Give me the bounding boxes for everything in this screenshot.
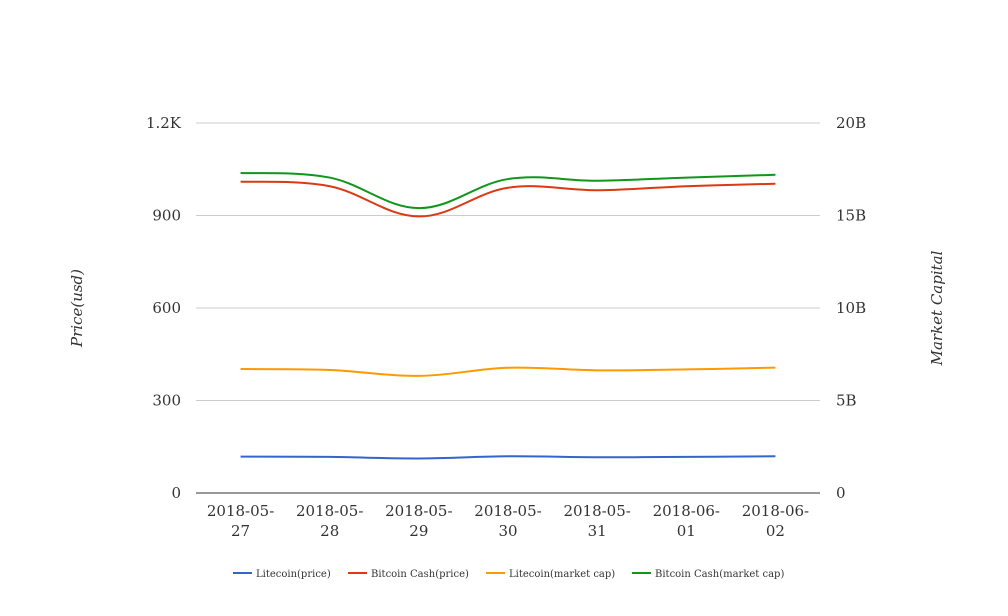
legend-label-litecoin-price: Litecoin(price) xyxy=(256,569,331,580)
right-tick-label: 20B xyxy=(836,114,866,132)
right-tick-label: 10B xyxy=(836,299,866,317)
legend-label-bitcoin-cash-market-cap: Bitcoin Cash(market cap) xyxy=(655,569,784,580)
left-tick-label: 1.2K xyxy=(146,114,182,132)
x-tick-label: 2018-06-02 xyxy=(742,502,809,540)
left-tick-label: 0 xyxy=(171,484,181,502)
series-line-bitcoin-cash-market-cap xyxy=(240,171,776,210)
legend-label-bitcoin-cash-price: Bitcoin Cash(price) xyxy=(371,569,469,580)
series-line-bitcoin-cash-price xyxy=(240,180,776,218)
legend-label-litecoin-market-cap: Litecoin(market cap) xyxy=(509,569,615,580)
left-tick-label: 900 xyxy=(152,207,181,225)
series-line-litecoin-market-cap xyxy=(240,366,776,377)
gridlines xyxy=(196,122,820,494)
series-lines xyxy=(240,171,776,460)
right-tick-label: 0 xyxy=(836,484,846,502)
x-tick-label: 2018-06-01 xyxy=(653,502,720,540)
legend: Litecoin(price) Bitcoin Cash(price) Liteco… xyxy=(233,569,784,580)
x-tick-label: 2018-05-31 xyxy=(563,502,630,540)
right-axis-ticks: 0 5B 10B 15B 20B xyxy=(836,114,866,502)
right-axis-title: Market Capital xyxy=(928,250,946,366)
left-tick-label: 300 xyxy=(152,392,181,410)
x-tick-label: 2018-05-30 xyxy=(474,502,541,540)
x-tick-label: 2018-05-28 xyxy=(296,502,363,540)
left-tick-label: 600 xyxy=(152,299,181,317)
right-tick-label: 15B xyxy=(836,207,866,225)
x-tick-label: 2018-05-29 xyxy=(385,502,452,540)
x-axis-ticks: 2018-05-27 2018-05-28 2018-05-29 2018-05-30… xyxy=(207,502,809,540)
right-tick-label: 5B xyxy=(836,392,857,410)
left-axis-ticks: 0 300 600 900 1.2K xyxy=(146,114,182,502)
left-axis-title: Price(usd) xyxy=(68,269,86,348)
x-tick-label: 2018-05-27 xyxy=(207,502,274,540)
series-line-litecoin-price xyxy=(240,455,776,460)
